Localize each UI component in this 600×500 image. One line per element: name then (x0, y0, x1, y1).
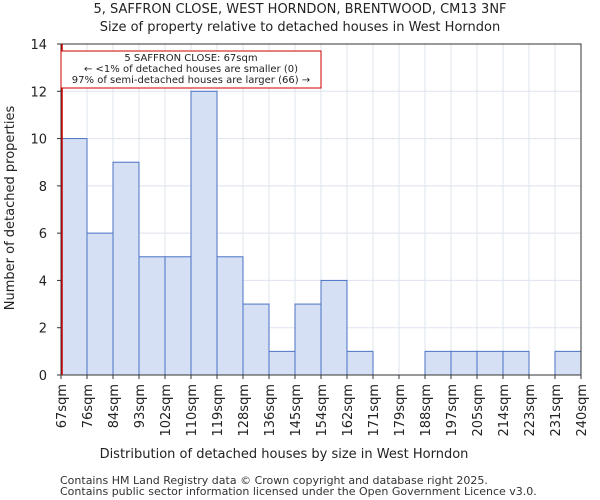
bar-119sqm (216, 256, 244, 376)
bar-110sqm (190, 90, 218, 376)
x-tick-label-136sqm: 136sqm (263, 384, 278, 437)
bar-84sqm (112, 161, 140, 376)
bar-214sqm (502, 350, 530, 376)
x-tick-label-154sqm: 154sqm (315, 384, 330, 437)
x-tick-label-110sqm: 110sqm (185, 384, 200, 437)
x-tick-label-223sqm: 223sqm (523, 384, 538, 437)
bar-76sqm (86, 232, 114, 376)
annotation-line-1: 5 SAFFRON CLOSE: 67sqm (124, 53, 257, 64)
bar-145sqm (294, 303, 322, 376)
bar-102sqm (164, 256, 192, 376)
bars (60, 90, 582, 376)
x-tick-label-188sqm: 188sqm (419, 384, 434, 437)
y-tick-label: 0 (39, 369, 47, 384)
chart-subtitle: Size of property relative to detached ho… (100, 20, 500, 35)
annotation-box: 5 SAFFRON CLOSE: 67sqm ← <1% of detached… (60, 50, 322, 89)
bar-154sqm (320, 279, 348, 376)
bar-205sqm (476, 350, 504, 376)
x-tick-label-179sqm: 179sqm (393, 384, 408, 437)
x-tick-label-214sqm: 214sqm (497, 384, 512, 437)
x-tick-label-205sqm: 205sqm (471, 384, 486, 437)
y-tick-label: 10 (30, 133, 47, 148)
x-ticks: 67sqm 76sqm 84sqm 93sqm 102sqm 110sqm 119sqm 12… (55, 375, 590, 437)
x-tick-label-93sqm: 93sqm (133, 384, 148, 428)
y-tick-label: 6 (39, 227, 47, 242)
y-tick-label: 12 (30, 85, 47, 100)
plot-frame (60, 43, 582, 376)
bar-162sqm (346, 350, 374, 376)
bar-67sqm (60, 138, 88, 376)
annotation-line-3: 97% of semi-detached houses are larger (… (72, 75, 310, 86)
x-tick-label-162sqm: 162sqm (341, 384, 356, 437)
bar-188sqm (424, 350, 452, 376)
bar-128sqm (242, 303, 270, 376)
x-axis-label: Distribution of detached houses by size … (100, 447, 469, 462)
x-tick-label-197sqm: 197sqm (445, 384, 460, 437)
x-tick-label-67sqm: 67sqm (55, 384, 70, 428)
x-tick-label-102sqm: 102sqm (159, 384, 174, 437)
x-tick-label-240sqm: 240sqm (575, 384, 590, 437)
bar-197sqm (450, 350, 478, 376)
bar-93sqm (138, 256, 166, 376)
y-ticks: 0 2 4 6 8 10 12 14 (30, 38, 61, 384)
y-tick-label: 8 (39, 180, 47, 195)
x-tick-label-145sqm: 145sqm (289, 384, 304, 437)
x-tick-label-119sqm: 119sqm (211, 384, 226, 437)
y-tick-label: 14 (30, 38, 47, 53)
footer-line-2: Contains public sector information licen… (60, 485, 537, 498)
y-tick-label: 2 (39, 322, 47, 337)
footer-line-1: Contains HM Land Registry data © Crown c… (60, 474, 488, 487)
annotation-line-2: ← <1% of detached houses are smaller (0) (84, 64, 298, 75)
x-tick-label-128sqm: 128sqm (237, 384, 252, 437)
bar-136sqm (268, 350, 296, 376)
x-tick-label-231sqm: 231sqm (549, 384, 564, 437)
x-tick-label-84sqm: 84sqm (107, 384, 122, 428)
chart-title: 5, SAFFRON CLOSE, WEST HORNDON, BRENTWOO… (93, 2, 506, 17)
y-axis-label: Number of detached properties (3, 106, 18, 311)
x-tick-label-171sqm: 171sqm (367, 384, 382, 437)
x-tick-label-76sqm: 76sqm (81, 384, 96, 428)
bar-231sqm (554, 350, 582, 376)
annotation-frame (60, 50, 322, 89)
y-tick-label: 4 (39, 274, 47, 289)
